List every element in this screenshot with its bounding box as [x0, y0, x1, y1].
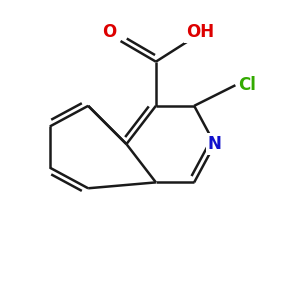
Text: Cl: Cl — [238, 76, 256, 94]
Text: OH: OH — [186, 23, 214, 41]
Text: O: O — [102, 23, 116, 41]
Text: N: N — [208, 135, 222, 153]
